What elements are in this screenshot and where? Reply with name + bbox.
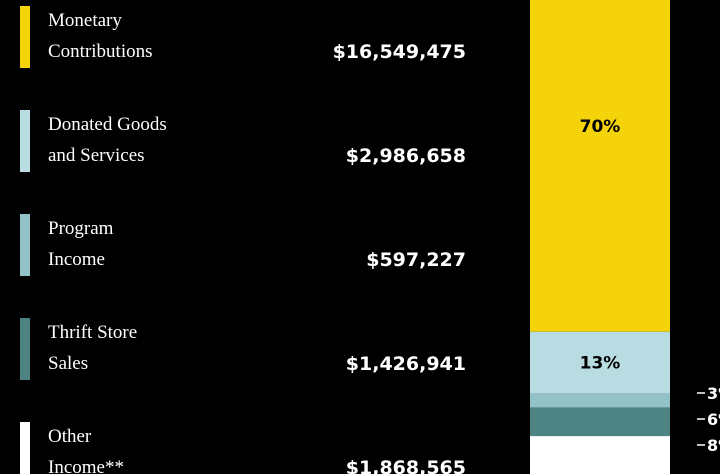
bar-segment bbox=[530, 331, 670, 394]
amount-label: $1,426,941 bbox=[346, 353, 466, 375]
legend-label: Income bbox=[48, 249, 105, 270]
amount-label: $597,227 bbox=[366, 249, 466, 271]
value-label: 8% bbox=[707, 436, 720, 455]
legend-swatch bbox=[20, 110, 30, 172]
value-label: 6% bbox=[707, 410, 720, 429]
legend-label: Income** bbox=[48, 457, 124, 474]
legend-label: Other bbox=[48, 426, 92, 447]
value-label: 3% bbox=[707, 384, 720, 403]
legend-label: Donated Goods bbox=[48, 114, 167, 135]
value-label: 13% bbox=[580, 354, 621, 374]
legend-swatch bbox=[20, 422, 30, 474]
legend-label: Thrift Store bbox=[48, 322, 137, 343]
legend-label: and Services bbox=[48, 145, 145, 166]
value-label: 70% bbox=[580, 117, 621, 137]
legend-label: Contributions bbox=[48, 41, 153, 62]
bar-segment bbox=[530, 407, 670, 437]
legend-swatch bbox=[20, 214, 30, 276]
legend-label: Program bbox=[48, 218, 114, 239]
amount-label: $1,868,565 bbox=[346, 457, 466, 474]
bar-segment bbox=[530, 393, 670, 408]
legend-swatch bbox=[20, 318, 30, 380]
legend-label: Sales bbox=[48, 353, 88, 374]
bar-segment bbox=[530, 436, 670, 474]
legend-swatch bbox=[20, 6, 30, 68]
legend-label: Monetary bbox=[48, 10, 122, 31]
amount-label: $2,986,658 bbox=[346, 145, 466, 167]
amount-label: $16,549,475 bbox=[333, 41, 466, 63]
bar-segment bbox=[530, 0, 670, 332]
